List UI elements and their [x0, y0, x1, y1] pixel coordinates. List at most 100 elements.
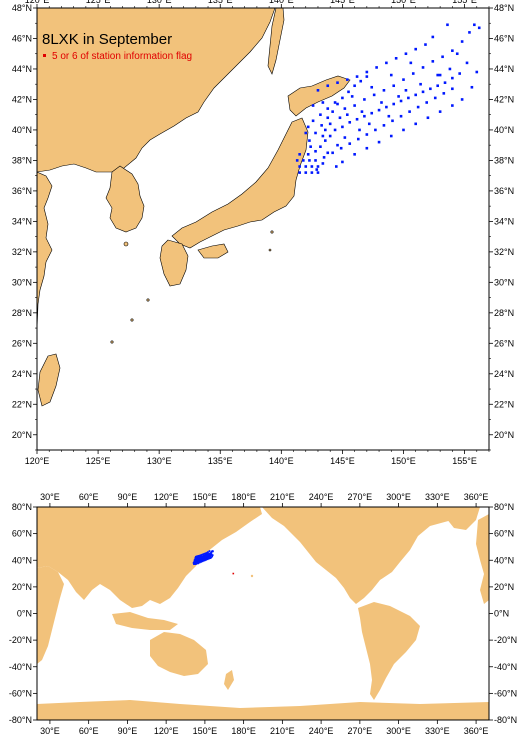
global-station-point: [200, 558, 203, 561]
global-lon-label-bottom: 60°E: [79, 726, 99, 736]
station-point: [345, 78, 349, 81]
station-point: [377, 108, 381, 112]
station-point: [394, 56, 398, 60]
station-point: [333, 128, 337, 132]
station-point: [353, 84, 356, 88]
lat-tick-label-right: 20°N: [494, 430, 514, 440]
land-korea: [105, 165, 145, 233]
global-lon-label-top: 180°E: [231, 492, 256, 502]
land-china-coast: [37, 171, 53, 331]
global-station-point: [197, 560, 199, 563]
global-lat-label-right: 20°N: [494, 582, 514, 592]
station-point: [321, 134, 325, 138]
station-point: [477, 26, 481, 30]
station-point: [402, 128, 405, 132]
lat-tick-label-left: 40°N: [12, 125, 32, 135]
lon-tick-label-top: 145°E: [330, 0, 355, 5]
station-point: [311, 119, 315, 123]
land-ryukyu-3: [110, 340, 114, 344]
global-station-point: [193, 559, 196, 561]
lat-tick-label-right: 48°N: [494, 3, 514, 13]
station-point: [309, 145, 312, 148]
lat-tick-label-left: 32°N: [12, 247, 32, 257]
land-taiwan: [37, 353, 61, 407]
station-point: [363, 114, 366, 118]
station-point: [399, 114, 403, 118]
station-point: [331, 110, 334, 113]
global-lon-label-top: 150°E: [193, 492, 218, 502]
global-station-point: [195, 556, 198, 559]
station-point: [321, 162, 325, 165]
station-point: [306, 125, 310, 129]
station-point: [311, 104, 315, 107]
station-point: [446, 23, 449, 27]
station-point: [370, 111, 374, 115]
global-lon-label-bottom: 240°E: [309, 726, 334, 736]
legend-label: 5 or 6 of station information flag: [52, 51, 192, 62]
global-lat-label-right: 0°N: [494, 609, 509, 619]
global-station-point: [209, 552, 212, 555]
station-point: [382, 89, 386, 92]
station-point: [441, 55, 444, 59]
station-point: [363, 98, 366, 101]
station-point: [436, 84, 439, 88]
land-north-america: [262, 507, 472, 604]
lon-tick-label-top: 120°E: [25, 0, 50, 5]
lat-tick-label-left: 34°N: [12, 216, 32, 226]
station-point: [370, 85, 374, 89]
station-point: [322, 156, 326, 159]
station-point: [315, 168, 319, 171]
station-point: [365, 146, 369, 150]
global-map: 30°E 30°E 60°E 60°E 90°E 90°E 120°E 120°E 150°E 1…: [9, 492, 517, 736]
station-point: [404, 52, 408, 56]
global-station-point: [204, 557, 207, 560]
global-lat-label-right: 60°N: [494, 529, 514, 539]
station-point: [326, 116, 330, 120]
land-antarctica: [37, 700, 489, 720]
global-lon-label-top: 90°E: [118, 492, 138, 502]
global-flagged-point: [232, 572, 235, 575]
station-point: [341, 96, 344, 100]
global-station-point: [208, 550, 211, 552]
global-station-point: [207, 557, 210, 560]
station-point: [426, 116, 430, 120]
global-station-point: [209, 557, 211, 560]
station-point: [416, 105, 420, 109]
global-lon-label-top: 300°E: [386, 492, 411, 502]
global-station-point: [201, 556, 204, 559]
map-title: 8LXK in September: [42, 31, 172, 48]
station-point: [328, 134, 332, 138]
station-point: [414, 47, 418, 51]
station-point: [372, 93, 376, 97]
station-point: [326, 107, 330, 110]
station-point: [389, 73, 393, 77]
lat-tick-label-right: 28°N: [494, 308, 514, 318]
station-point: [414, 93, 418, 97]
station-point: [392, 102, 396, 106]
land-ryukyu-2: [130, 318, 134, 322]
station-point: [407, 96, 410, 100]
global-lon-label-bottom: 120°E: [154, 726, 179, 736]
lat-tick-label-left: 42°N: [12, 94, 32, 104]
lat-tick-label-right: 40°N: [494, 125, 514, 135]
station-point: [431, 60, 435, 63]
global-lat-label-right: 40°N: [494, 555, 514, 565]
station-point: [316, 165, 320, 168]
lat-tick-label-left: 36°N: [12, 186, 32, 196]
station-point: [436, 73, 439, 77]
global-station-point: [200, 555, 203, 558]
station-point: [438, 110, 442, 113]
global-station-point: [199, 556, 202, 559]
station-point: [298, 171, 301, 174]
land-greenland: [440, 507, 480, 530]
global-station-point: [211, 554, 214, 557]
station-point: [429, 87, 432, 91]
lat-tick-label-right: 32°N: [494, 247, 514, 257]
station-point: [377, 140, 381, 144]
global-station-point: [203, 558, 206, 560]
regional-map-ticks: 120°E 120°E 125°E 125°E 130°E 130°E 135°E 135°E…: [12, 0, 514, 466]
lat-tick-label-left: 46°N: [12, 33, 32, 43]
land-new-zealand: [224, 670, 234, 690]
station-point: [443, 81, 447, 84]
lon-tick-label-bottom: 155°E: [452, 456, 477, 466]
